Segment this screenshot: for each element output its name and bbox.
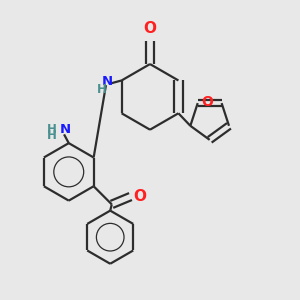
Text: H: H	[97, 83, 107, 96]
Text: O: O	[201, 94, 213, 109]
Text: H: H	[47, 123, 57, 136]
Text: O: O	[134, 189, 147, 204]
Text: H: H	[47, 129, 57, 142]
Text: N: N	[102, 75, 113, 88]
Text: N: N	[59, 123, 70, 136]
Text: O: O	[143, 21, 157, 36]
